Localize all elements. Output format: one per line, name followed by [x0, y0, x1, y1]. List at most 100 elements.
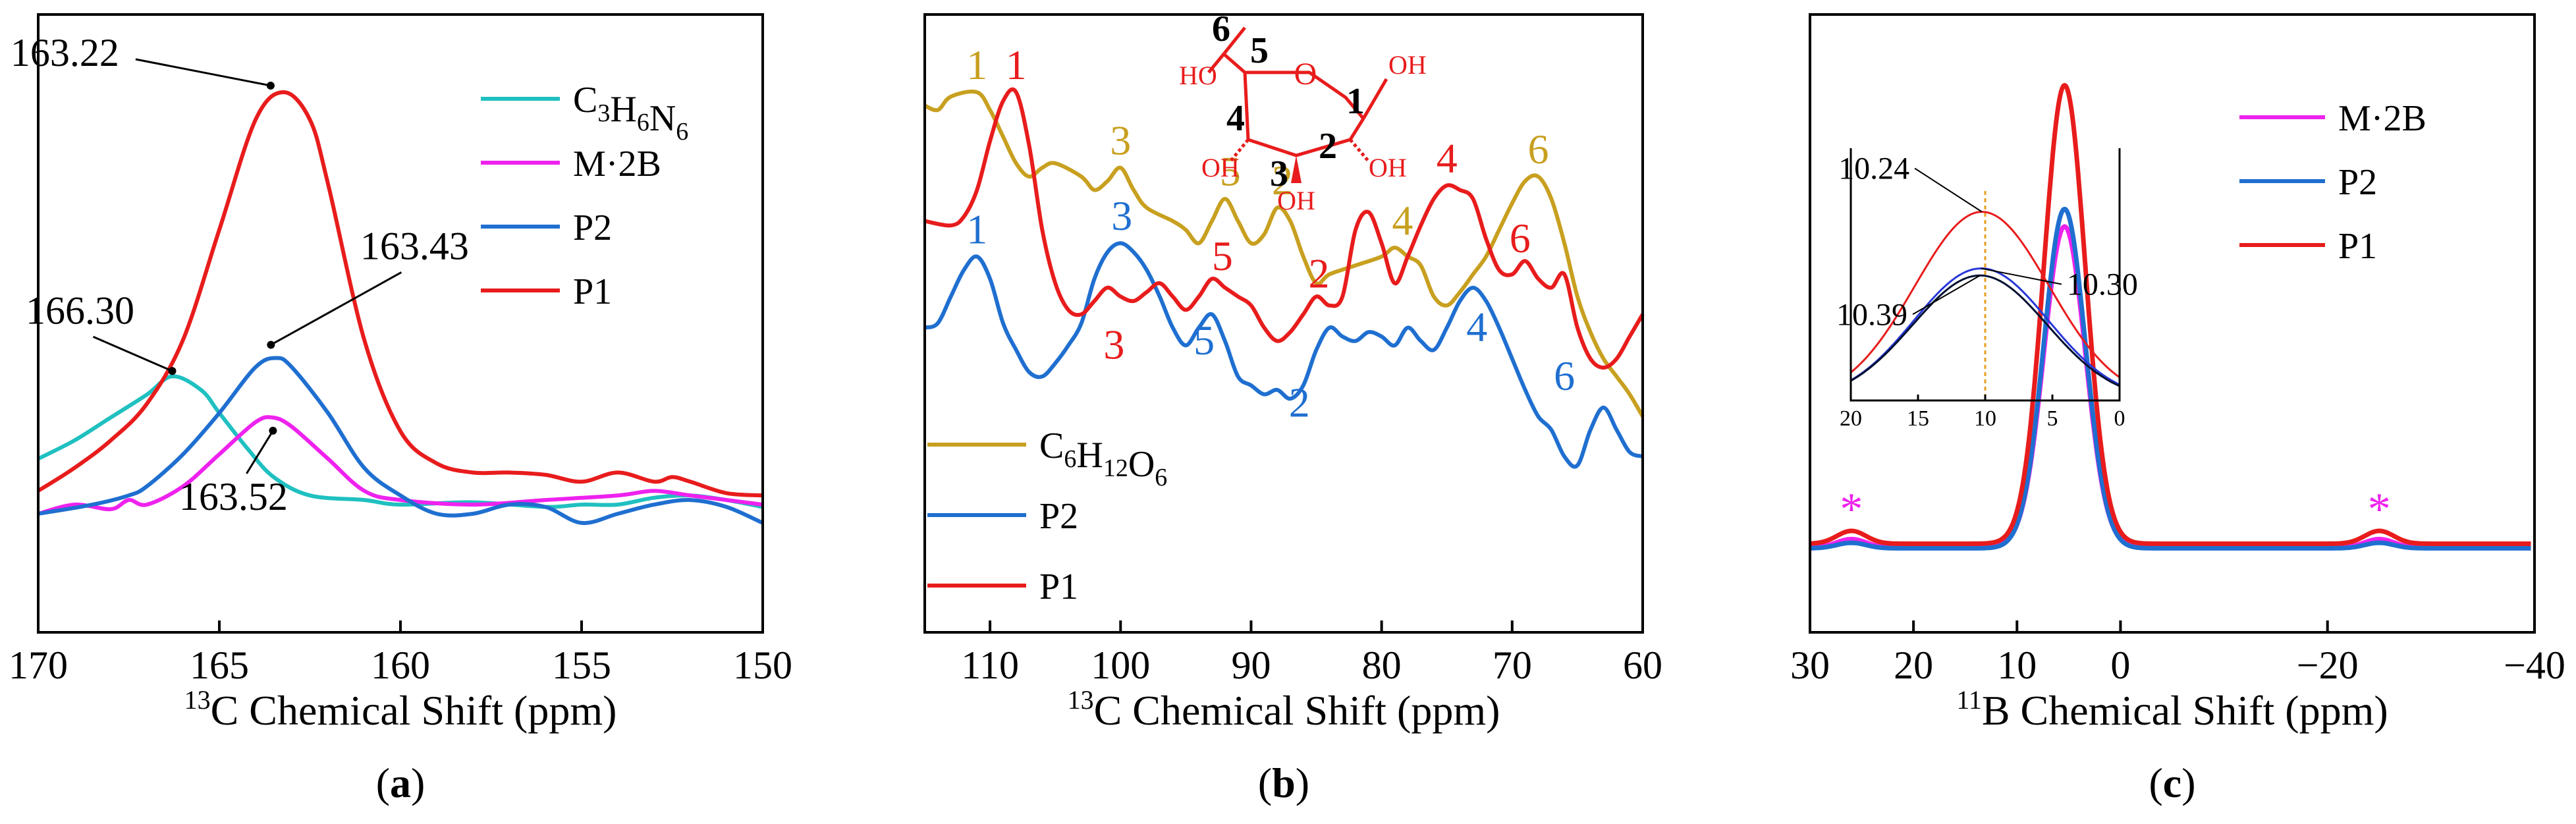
panel-c-plot-frame	[1809, 13, 2536, 634]
panel-b-tick-label: 70	[1493, 644, 1532, 687]
glucose-oxygen-label: O	[1294, 57, 1317, 92]
panel-a-series-line	[38, 415, 763, 516]
panel-a-caption: (a)	[376, 759, 425, 806]
panel-a-peak-annotation: 163.43	[360, 224, 469, 267]
panel-a-tick-label: 170	[9, 644, 68, 687]
panel-a-legend-item-label-part: N	[649, 98, 676, 139]
panel-c-inset: 20 15 10 5 0 10.24 10.39 10.30	[1836, 148, 2138, 431]
panel-b-tick-label: 80	[1362, 644, 1402, 687]
panel-c-tick-label: 20	[1894, 644, 1933, 687]
panel-c-legend: M·2B P2 P1	[2239, 98, 2426, 267]
glucose-atom-2: 2	[1319, 126, 1337, 167]
panel-a-annotation-arrowhead	[269, 426, 277, 435]
panel-b-peak-number: 3	[1111, 192, 1132, 239]
panel-a-tick-label: 155	[552, 644, 611, 687]
glucose-atom-5: 5	[1250, 30, 1269, 71]
panel-a-peak-annotation: 163.52	[179, 475, 288, 518]
panel-c-caption-letter: c	[2163, 759, 2181, 806]
panel-a-legend-item-label: P1	[573, 271, 612, 312]
panel-c-inset-annotation-leader	[1914, 167, 1983, 213]
panel-b-legend-item-label-part: P2	[1039, 496, 1078, 537]
panel-b-peak-number: 4	[1392, 197, 1413, 244]
panel-c-inset-peak-annotation: 10.30	[2067, 267, 2138, 302]
panel-c-x-axis-label: 11B Chemical Shift (ppm)	[1956, 685, 2388, 734]
panel-b-caption: (b)	[1258, 759, 1309, 806]
panel-c-legend-item-label: P2	[2338, 162, 2377, 203]
panel-c-legend-item-label-part: M·2B	[2338, 98, 2426, 139]
panel-a-series-line	[38, 356, 764, 526]
panel-c-caption: (c)	[2149, 759, 2195, 806]
panel-a-annotation-arrowhead	[266, 82, 275, 90]
glucose-c1-oh-label: OH	[1388, 50, 1427, 80]
panel-a-annotation-arrowhead	[168, 367, 177, 375]
panel-a-series-group	[37, 90, 764, 526]
glucose-atom-1: 1	[1346, 81, 1365, 122]
panel-b-x-axis-label-sup: 13	[1068, 685, 1094, 715]
panel-a-legend-item-label-part: P2	[573, 207, 612, 248]
panel-b-legend-item-label-part: C	[1039, 426, 1064, 466]
panel-a-annotation-leader	[270, 271, 402, 346]
panel-b-legend-item-label: P2	[1039, 496, 1078, 537]
panel-b-peak-number: 5	[1212, 233, 1233, 279]
panel-b-peak-number: 3	[1103, 321, 1124, 368]
panel-c-inset-tick-label: 5	[2047, 406, 2058, 431]
panel-b-plot-frame	[923, 13, 1644, 634]
panel-c-legend-item-label-part: P2	[2338, 162, 2377, 203]
panel-b-tick-label: 90	[1231, 644, 1271, 687]
glucose-atom-3: 3	[1270, 153, 1288, 194]
panel-b-peak-number: 2	[1309, 250, 1330, 297]
panel-c-inset-annotation-leader	[1981, 267, 2062, 285]
glucose-atom-4: 4	[1226, 98, 1245, 139]
panel-a-legend-item-label: C3H6N6	[573, 80, 688, 146]
panel-c-tick-label: 0	[2110, 644, 2130, 687]
panel-b-peak-number: 5	[1220, 148, 1241, 195]
panel-b-caption-letter: b	[1272, 759, 1296, 806]
panel-c-inset-peak-annotation: 10.24	[1838, 151, 1909, 186]
panel-c-x-ticks: 30 20 10 0 −20 −40	[1790, 620, 2565, 687]
panel-b-peak-number: 2	[1272, 157, 1293, 204]
panel-b-series-group	[923, 87, 1645, 469]
panel-b-legend-item-label-part: P1	[1039, 566, 1078, 607]
panel-a-annotation-leader	[92, 335, 173, 372]
panel-c-x-axis-label-text: B Chemical Shift (ppm)	[1982, 687, 2388, 734]
panel-b-series-line	[924, 87, 1645, 370]
panel-b-peak-number: 6	[1510, 215, 1531, 261]
panel-c-tick-label: 30	[1790, 644, 1830, 687]
panel-c-inset-annotation-leader	[1912, 275, 1981, 316]
panel-b-x-axis-label: 13C Chemical Shift (ppm)	[1068, 685, 1500, 734]
glucose-c6-oh-bond	[1207, 53, 1225, 74]
panel-c-series-line	[1809, 206, 2531, 551]
panel-c-inset-series-line	[1850, 211, 2120, 379]
panel-a-x-axis-label-text: C Chemical Shift (ppm)	[211, 687, 617, 734]
panel-a-legend-item-label-part: 3	[597, 99, 610, 127]
panel-a-series-line	[37, 374, 763, 509]
panel-b-peak-number: 4	[1466, 304, 1487, 350]
panel-c-series-group	[1809, 82, 2531, 551]
panel-a-legend-item-label-part: 6	[637, 109, 649, 136]
panel-b-x-ticks: 110 100 90 80 70 60	[961, 620, 1662, 687]
panel-c-series-line	[1809, 82, 2531, 546]
panel-b-peak-number: 1	[966, 206, 987, 252]
panel-b-series-line	[923, 89, 1645, 418]
panel-a-legend-item-label: M·2B	[573, 144, 661, 184]
panel-b-peak-number: 5	[1193, 317, 1215, 364]
panel-c-tick-label: 10	[1997, 644, 2037, 687]
panel-a-annotations: 163.22 163.43 166.30 163.52	[11, 31, 469, 518]
panel-b-tick-label: 100	[1091, 644, 1150, 687]
panel-b-peak-number: 1	[966, 41, 987, 88]
panel-a-x-axis-label-sup: 13	[184, 685, 211, 715]
panel-a-legend-item-label-part: 6	[676, 118, 688, 146]
panel-c-inset-tick-label: 20	[1840, 406, 1862, 431]
panel-c-inset-tick-label: 15	[1907, 406, 1929, 431]
glucose-c1-oh-bond	[1361, 78, 1388, 120]
panel-b-tick-label: 60	[1623, 644, 1662, 687]
panel-c-legend-item-label: M·2B	[2338, 98, 2426, 139]
panel-c-x-axis-label-sup: 11	[1956, 685, 1982, 715]
panel-c-sideband-marker: *	[1840, 484, 1863, 535]
panel-b-peak-number: 1	[1006, 41, 1027, 88]
